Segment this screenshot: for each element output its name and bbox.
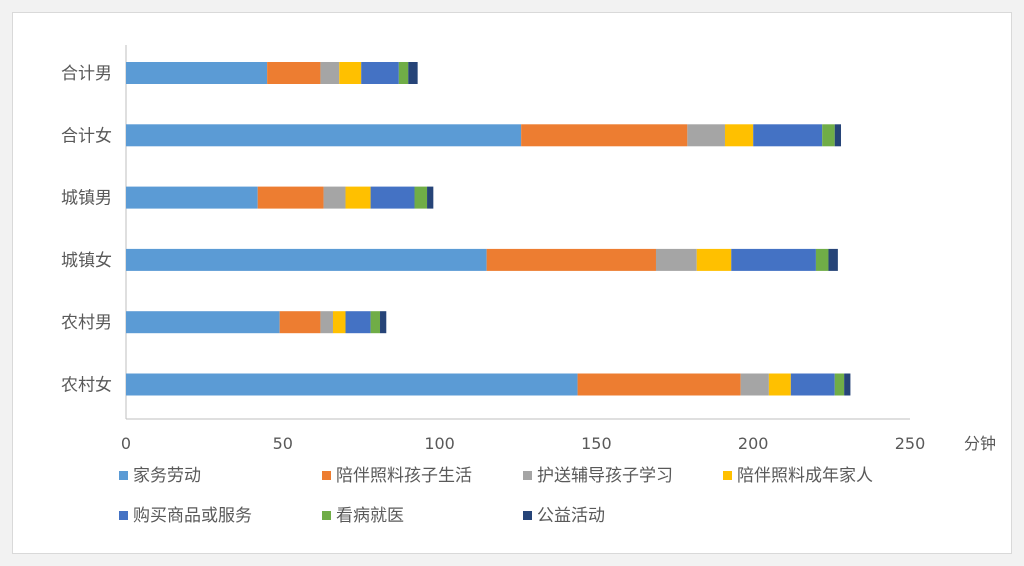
bar-segment bbox=[790, 373, 835, 396]
bar-segment bbox=[753, 124, 823, 147]
bar-segment bbox=[844, 373, 851, 396]
legend-label: 陪伴照料成年家人 bbox=[737, 466, 873, 486]
legend-label: 购买商品或服务 bbox=[133, 506, 252, 526]
legend-label: 看病就医 bbox=[336, 506, 404, 526]
bar-segment bbox=[768, 373, 791, 396]
x-tick-label: 100 bbox=[424, 434, 455, 453]
bar-segment bbox=[257, 186, 324, 209]
bar-segment bbox=[320, 62, 340, 84]
category-label: 城镇女 bbox=[61, 251, 112, 271]
bar-segment bbox=[126, 62, 268, 84]
bar-segment bbox=[577, 373, 741, 396]
bar-segment bbox=[345, 186, 371, 209]
legend-swatch bbox=[523, 511, 532, 520]
x-tick-label: 150 bbox=[581, 434, 612, 453]
legend-swatch bbox=[119, 471, 128, 480]
legend-swatch bbox=[322, 511, 331, 520]
bar-segment bbox=[834, 124, 842, 147]
legend-label: 护送辅导孩子学习 bbox=[537, 466, 673, 486]
chart-frame: 0 50 100 150 200 250 分钟 合计男合计女城镇男城镇女农村男农村女 家务劳… bbox=[12, 12, 1012, 554]
legend-label: 陪伴照料孩子生活 bbox=[336, 466, 472, 486]
bar-segment bbox=[740, 373, 769, 396]
x-tick-label: 250 bbox=[895, 434, 926, 453]
bar-segment bbox=[731, 248, 816, 271]
bar-segment bbox=[126, 248, 487, 271]
bar-segment bbox=[828, 248, 838, 271]
x-tick-label: 200 bbox=[738, 434, 769, 453]
category-label: 合计男 bbox=[61, 64, 112, 84]
category-label: 合计女 bbox=[61, 126, 112, 146]
legend-swatch bbox=[723, 471, 732, 480]
bar-segment bbox=[126, 311, 280, 334]
category-label: 农村男 bbox=[61, 313, 112, 333]
bar-segment bbox=[320, 311, 333, 334]
axis-layer: 0 50 100 150 200 250 分钟 bbox=[121, 45, 996, 453]
x-tick-label: 0 bbox=[121, 434, 131, 453]
bar-segment bbox=[521, 124, 688, 147]
x-tick-label: 50 bbox=[273, 434, 293, 453]
legend-swatch bbox=[119, 511, 128, 520]
bar-segment bbox=[696, 248, 732, 271]
bar-segment bbox=[815, 248, 829, 271]
bar-segment bbox=[345, 311, 371, 334]
bar-segment bbox=[380, 311, 387, 334]
bar-segment bbox=[267, 62, 321, 84]
legend-swatch bbox=[322, 471, 331, 480]
bar-segment bbox=[724, 124, 754, 147]
bar-segment bbox=[427, 186, 434, 209]
bar-segment bbox=[126, 186, 258, 209]
legend-label: 公益活动 bbox=[537, 506, 605, 526]
bar-segment bbox=[822, 124, 835, 147]
bar-segment bbox=[398, 62, 409, 84]
bar-segment bbox=[687, 124, 725, 147]
bar-segment bbox=[323, 186, 346, 209]
x-unit-label: 分钟 bbox=[964, 434, 996, 453]
legend-swatch bbox=[523, 471, 532, 480]
bar-segment bbox=[126, 124, 522, 147]
bar-segment bbox=[408, 62, 418, 84]
bar-segment bbox=[361, 62, 399, 84]
category-label: 农村女 bbox=[61, 376, 112, 396]
bar-segment bbox=[126, 373, 578, 396]
bar-segment bbox=[655, 248, 697, 271]
bar-segment bbox=[332, 311, 346, 334]
bar-segment bbox=[339, 62, 362, 84]
bar-segment bbox=[370, 311, 381, 334]
bar-segment bbox=[486, 248, 656, 271]
bar-segment bbox=[414, 186, 428, 209]
bar-segment bbox=[370, 186, 415, 209]
bars-layer bbox=[126, 62, 851, 396]
bar-segment bbox=[279, 311, 321, 334]
legend-label: 家务劳动 bbox=[133, 466, 201, 486]
bar-segment bbox=[834, 373, 845, 396]
category-label: 城镇男 bbox=[61, 189, 112, 209]
